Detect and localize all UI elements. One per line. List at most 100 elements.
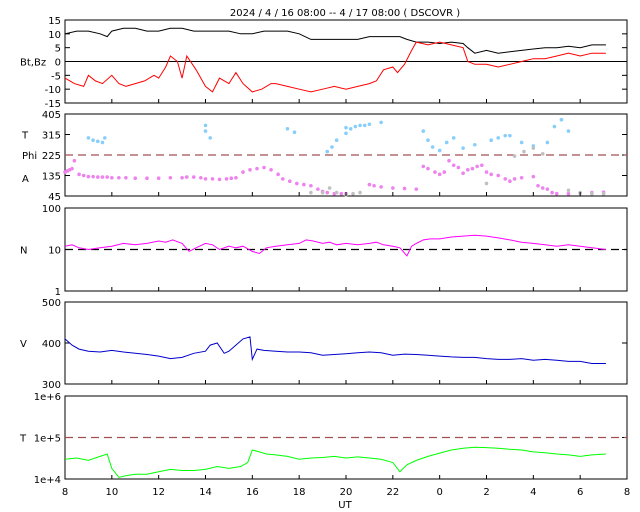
y-tick-label: 135 <box>42 172 61 183</box>
data-point-theta <box>552 124 557 129</box>
data-point-theta <box>496 136 501 140</box>
series-line-bz <box>64 41 606 93</box>
data-point-theta <box>489 138 493 142</box>
data-point-phi <box>105 175 109 179</box>
y-tick-label: 300 <box>42 380 61 391</box>
y-tick-label: -10 <box>45 85 61 96</box>
data-point-theta <box>519 140 524 145</box>
data-point-theta <box>334 138 339 142</box>
data-point-phi <box>391 186 395 190</box>
data-point-theta <box>444 140 449 145</box>
data-point-phi <box>447 158 451 163</box>
data-point-phi <box>508 179 512 183</box>
data-point-theta <box>103 136 107 140</box>
data-point-phi <box>276 172 280 177</box>
data-point-phi-gray- <box>512 154 517 158</box>
x-axis-label: UT <box>338 500 352 511</box>
data-point-phi <box>566 191 571 196</box>
series-line-v <box>64 336 606 364</box>
data-point-phi <box>470 166 475 171</box>
data-point-theta <box>348 127 353 131</box>
data-point-phi <box>554 191 559 196</box>
x-tick-label: 8 <box>624 487 630 498</box>
data-point-phi <box>302 182 306 187</box>
y-axis-label: N <box>20 246 27 257</box>
y-tick-label: 400 <box>42 339 61 350</box>
data-point-theta <box>208 136 212 140</box>
x-tick-label: 2 <box>483 487 489 498</box>
data-point-phi <box>241 170 245 174</box>
data-point-theta <box>344 125 348 130</box>
data-point-phi <box>512 177 517 181</box>
data-point-phi <box>484 170 489 174</box>
data-point-theta <box>451 136 456 140</box>
data-point-phi-gray- <box>540 152 545 156</box>
x-tick-label: 6 <box>577 487 583 498</box>
data-point-theta <box>472 142 477 147</box>
data-point-phi <box>100 175 105 179</box>
data-point-phi <box>184 175 189 179</box>
x-tick-label: 0 <box>436 487 442 498</box>
y-tick-label: 15 <box>48 16 61 27</box>
y-tick-label: 10 <box>48 30 61 41</box>
data-point-phi <box>81 173 86 178</box>
data-point-theta <box>86 136 91 140</box>
data-point-phi <box>91 174 95 179</box>
data-point-phi-gray- <box>351 191 355 196</box>
data-point-phi-gray- <box>484 181 489 186</box>
y-tick-label: 315 <box>42 131 61 142</box>
y-tick-label: 5 <box>55 44 61 55</box>
data-point-theta <box>292 130 297 135</box>
data-point-phi-gray- <box>320 190 325 195</box>
y-axis-label: T <box>21 131 29 142</box>
data-point-theta <box>100 140 105 145</box>
data-point-phi <box>496 173 501 178</box>
data-point-phi <box>461 171 465 176</box>
data-point-phi <box>224 177 229 181</box>
chart-title: 2024 / 4 / 16 08:00 -- 4 / 17 08:00 ( DS… <box>230 8 460 19</box>
data-point-phi <box>531 174 536 179</box>
series-line-t <box>64 446 606 478</box>
data-point-theta <box>437 148 442 153</box>
y-tick-label: -5 <box>51 71 61 82</box>
data-point-phi <box>433 170 437 174</box>
y-tick-label: 1e+6 <box>34 392 61 403</box>
data-point-phi <box>72 158 77 163</box>
data-point-theta <box>358 123 362 128</box>
data-point-phi <box>536 183 540 188</box>
y-axis-label: T <box>19 434 27 445</box>
data-point-theta <box>559 117 564 122</box>
data-point-phi <box>426 166 430 171</box>
x-tick-label: 10 <box>105 487 118 498</box>
data-point-phi-gray- <box>531 146 536 150</box>
data-point-phi <box>451 163 456 168</box>
panel-speed: 500 400 300 V <box>20 298 628 391</box>
data-point-phi-gray- <box>601 191 606 196</box>
data-point-theta <box>508 133 512 138</box>
data-point-phi <box>339 191 344 196</box>
y-tick-label: 405 <box>42 110 61 121</box>
panel-density: 100 10 1 N <box>20 204 628 298</box>
data-point-theta <box>203 129 208 133</box>
y-tick-label: 0 <box>55 58 61 69</box>
data-point-theta <box>421 129 426 133</box>
data-point-phi-gray- <box>327 186 332 190</box>
data-point-phi <box>379 185 383 189</box>
data-point-phi <box>280 177 285 181</box>
data-point-phi <box>442 170 447 174</box>
data-point-phi <box>295 181 299 186</box>
x-tick-label: 20 <box>340 487 353 498</box>
x-axis: 8 10 12 14 16 18 20 22 0 2 4 6 8 <box>62 487 630 498</box>
data-point-phi-gray- <box>590 191 594 196</box>
series-line-n <box>64 234 606 257</box>
panel-angles: 405 315 225 135 45 T Phi A <box>21 110 628 203</box>
data-point-phi <box>248 168 252 172</box>
y-axis-label: Bt,Bz <box>20 58 46 69</box>
data-point-theta <box>461 146 465 150</box>
y-tick-label: 1e+5 <box>34 434 61 445</box>
x-tick-label: 8 <box>62 487 68 498</box>
data-point-phi <box>124 175 128 180</box>
panel-frame <box>64 301 628 385</box>
data-point-phi <box>262 165 266 170</box>
